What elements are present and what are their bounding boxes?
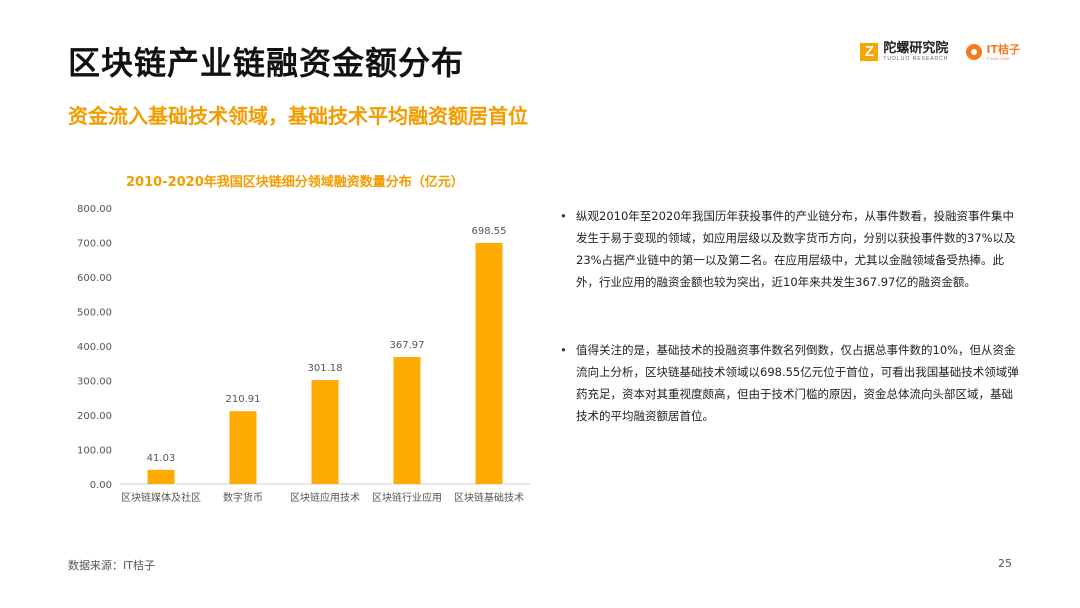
y-tick-label-2: 200.00 [77,411,112,422]
bullet-list: 纵观2010年至2020年我国历年获投事件的产业链分布，从事件数看，投融资事件集… [560,205,1020,427]
y-tick-label-4: 400.00 [77,342,112,353]
bar-3 [393,357,421,484]
tuoluo-logo-en: TUOLUO RESEARCH [883,56,949,62]
data-source: 数据来源：IT桔子 [68,559,155,572]
page-title: 区块链产业链融资金额分布 [68,44,465,82]
bar-1 [229,411,257,484]
bullet-item-1: 纵观2010年至2020年我国历年获投事件的产业链分布，从事件数看，投融资事件集… [560,205,1020,293]
y-tick-label-0: 0.00 [90,480,112,491]
itjuzi-logo-en: ITJUZI.COM [986,55,1009,61]
data-label-0: 41.03 [147,453,176,464]
header-logos: Z 陀螺研究院 TUOLUO RESEARCH IT桔子 ITJUZI.COM [860,40,1020,64]
tuoluo-logo: Z 陀螺研究院 TUOLUO RESEARCH [860,42,948,62]
page-subtitle: 资金流入基础技术领域，基础技术平均融资额居首位 [68,104,528,128]
chart-title: 2010-2020年我国区块链细分领域融资数量分布（亿元） [126,175,464,190]
x-tick-label-1: 数字货币 [223,491,263,504]
bar-0 [147,469,175,484]
x-tick-label-0: 区块链媒体及社区 [121,491,201,504]
y-tick-label-3: 300.00 [77,377,112,388]
y-tick-label-5: 500.00 [77,308,112,319]
tuoluo-logo-icon: Z [860,43,879,61]
x-tick-label-3: 区块链行业应用 [372,491,442,504]
itjuzi-logo-name: IT桔子 [986,42,1020,56]
data-label-4: 698.55 [472,226,507,237]
y-tick-label-1: 100.00 [77,446,112,457]
data-label-3: 367.97 [390,340,425,351]
itjuzi-logo-icon [966,44,983,60]
y-tick-label-8: 800.00 [77,204,112,215]
y-tick-label-6: 600.00 [77,273,112,284]
x-tick-label-2: 区块链应用技术 [290,491,360,504]
bar-4 [475,243,503,484]
data-label-1: 210.91 [226,394,261,405]
bar-2 [311,380,339,484]
x-tick-label-4: 区块链基础技术 [454,491,524,504]
page-number: 25 [998,557,1012,570]
tuoluo-logo-name: 陀螺研究院 [883,41,949,56]
bullet-item-2: 值得关注的是，基础技术的投融资事件数名列倒数，仅占据总事件数的10%，但从资金流… [560,339,1020,427]
itjuzi-logo: IT桔子 ITJUZI.COM [966,44,1020,61]
data-label-2: 301.18 [308,363,343,374]
y-tick-label-7: 700.00 [77,239,112,250]
